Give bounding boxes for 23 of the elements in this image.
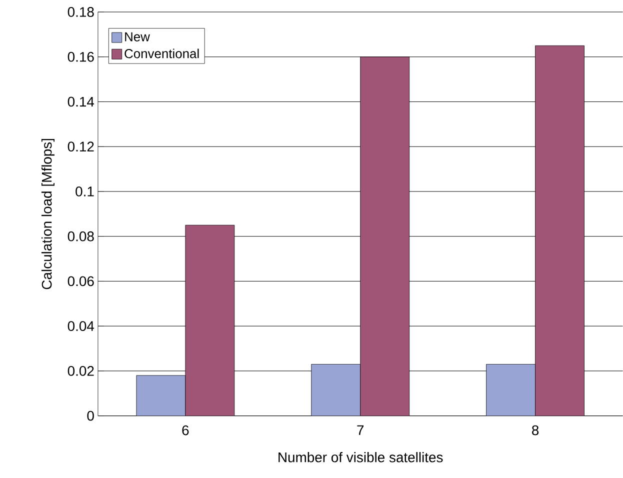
y-tick-label: 0.14 bbox=[68, 96, 94, 107]
y-tick-label: 0.1 bbox=[76, 186, 94, 197]
y-tick-label: 0.12 bbox=[68, 142, 94, 152]
bar bbox=[486, 364, 536, 416]
x-tick-label: 6 bbox=[182, 425, 189, 436]
bar bbox=[360, 56, 410, 416]
y-tick-label: 0 bbox=[87, 410, 94, 421]
x-axis-title: Number of visible satellites bbox=[278, 452, 443, 462]
bar bbox=[185, 225, 235, 416]
y-tick-label: 0.02 bbox=[68, 366, 94, 376]
y-axis-title: Calculation load [Mflops] bbox=[41, 139, 54, 290]
x-tick-label: 7 bbox=[357, 425, 364, 436]
y-tick-label: 0.16 bbox=[68, 52, 94, 62]
bar bbox=[136, 375, 186, 416]
bar bbox=[535, 46, 584, 416]
y-tick-label: 0.18 bbox=[68, 7, 94, 18]
y-tick-label: 0.04 bbox=[68, 321, 94, 332]
x-tick-label: 8 bbox=[532, 425, 539, 436]
legend-label: New bbox=[125, 32, 150, 42]
y-tick-label: 0.08 bbox=[68, 231, 94, 242]
legend-label: Conventional bbox=[124, 48, 199, 58]
bar bbox=[311, 364, 361, 416]
y-tick-label: 0.06 bbox=[68, 276, 94, 286]
